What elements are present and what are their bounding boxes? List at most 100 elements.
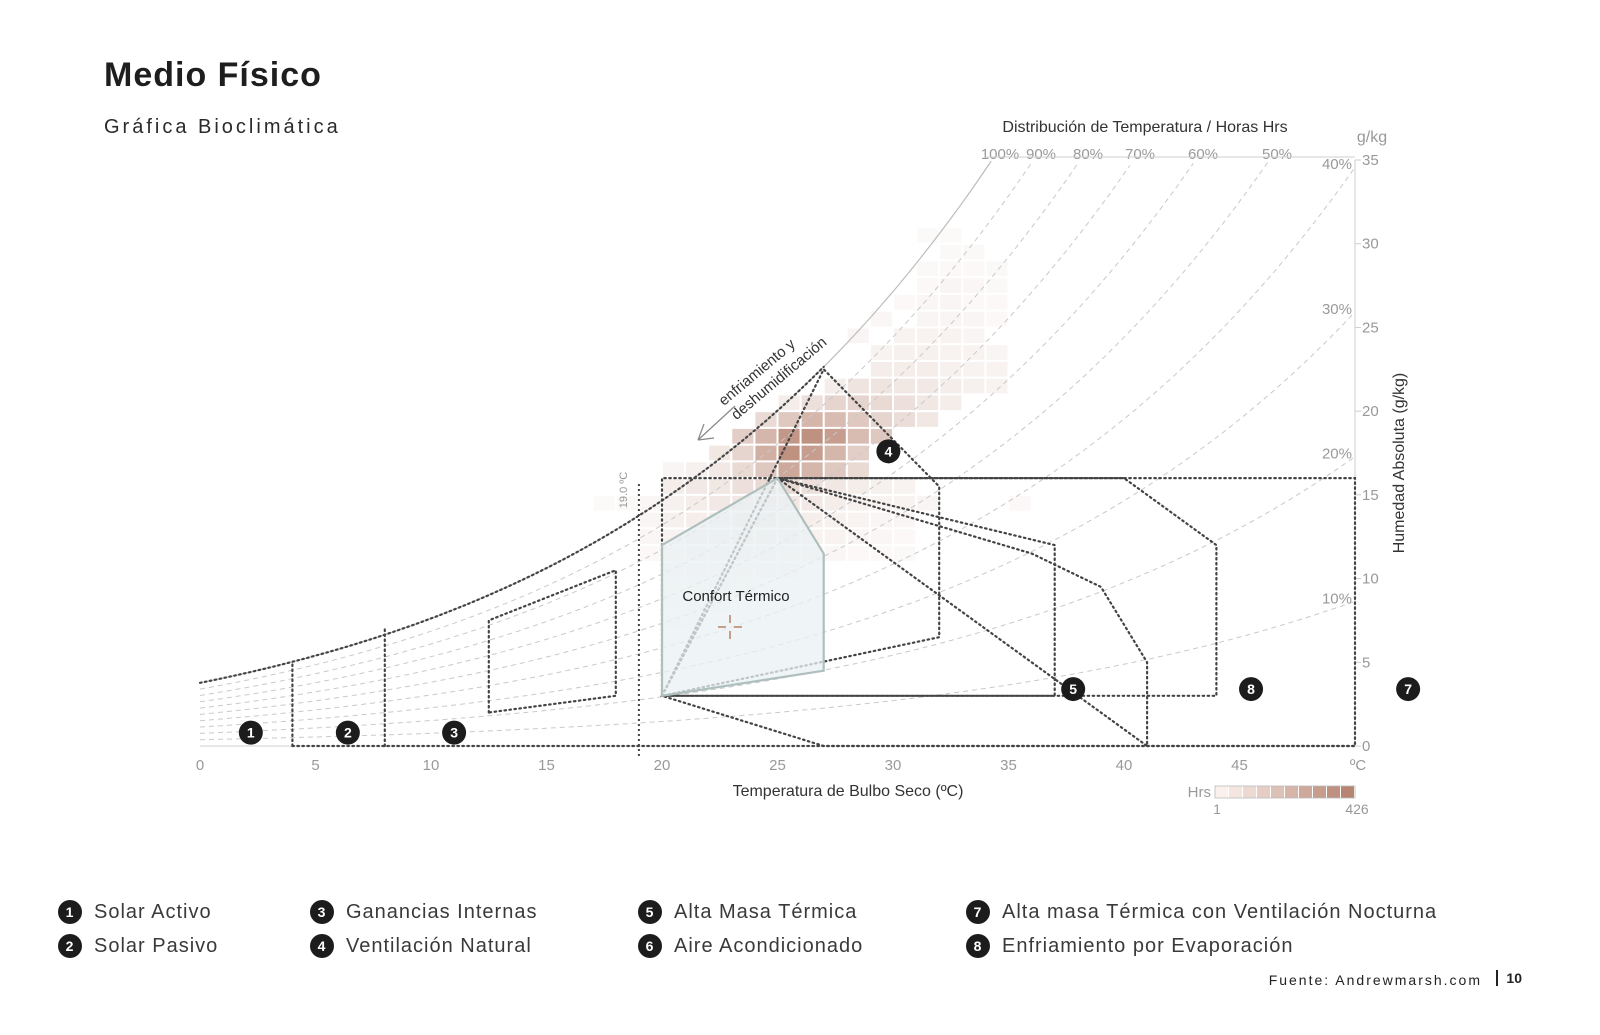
heatmap-cell [940, 378, 962, 394]
heatmap-cell [709, 495, 731, 511]
heatmap-cell [1009, 495, 1031, 511]
scale-frame [1214, 785, 1356, 799]
legend-label: Solar Pasivo [94, 934, 219, 957]
heatmap-cell [824, 395, 846, 411]
x-axis-label: Temperatura de Bulbo Seco (ºC) [733, 783, 964, 800]
scale-swatch [1215, 786, 1228, 798]
heatmap-cell [986, 345, 1008, 360]
heatmap-cell [639, 546, 661, 561]
heatmap-cell [732, 428, 754, 444]
heatmap-cell [986, 278, 1008, 293]
heatmap-cell [894, 345, 916, 360]
top-title: Distribución de Temperatura / Horas Hrs [1002, 119, 1287, 136]
heatmap-cell [663, 495, 685, 511]
rh-curve [199, 161, 1269, 715]
y-tick-label: 5 [1362, 654, 1370, 671]
heatmap-cell [963, 261, 985, 277]
heatmap-cell [986, 311, 1008, 327]
heatmap-cell [963, 328, 985, 344]
rh-top-label: 50% [1262, 146, 1292, 163]
heatmap-cell [824, 462, 846, 478]
heatmap-cell [917, 345, 939, 360]
legend-item-3: 3 Ganancias Internas [310, 900, 537, 924]
scale-swatch [1327, 786, 1340, 798]
heatmap-cell [894, 328, 916, 344]
x-tick-label: 35 [1000, 757, 1017, 774]
legend-label: Enfriamiento por Evaporación [1002, 934, 1294, 957]
heatmap-cell [894, 512, 916, 528]
heatmap-cell [940, 227, 962, 243]
legend-badge: 1 [58, 900, 82, 924]
rh-curve [199, 165, 1131, 703]
x-tick-label: 15 [538, 757, 555, 774]
rh-curve [199, 600, 1356, 741]
legend-item-5: 5 Alta Masa Térmica [638, 900, 857, 924]
heatmap-cell [940, 361, 962, 377]
legend-badge: 7 [966, 900, 990, 924]
heatmap-cell [824, 445, 846, 461]
comfort-zone [660, 476, 825, 698]
y-tick-label: 0 [1362, 738, 1370, 755]
legend-label: Alta Masa Térmica [674, 900, 858, 923]
heatmap-cell [801, 428, 823, 444]
scale-swatch [1257, 786, 1270, 798]
x-tick-label: 0 [196, 757, 204, 774]
rh-right-label: 10% [1322, 590, 1352, 607]
heatmap-cell [847, 479, 869, 494]
heatmap-cell [847, 462, 869, 478]
x-tick-label: 5 [311, 757, 319, 774]
scale-label: Hrs [1188, 784, 1211, 801]
rh-curve [199, 163, 1079, 696]
rh-right-label: 40% [1322, 156, 1352, 173]
heatmap-cell [940, 311, 962, 327]
heatmap-cell [917, 361, 939, 377]
rh-right-label: 30% [1322, 301, 1352, 318]
heatmap-cell [917, 378, 939, 394]
y-tick-label: 15 [1362, 487, 1379, 504]
heatmap-cell [870, 361, 892, 377]
legend-item-1: 1 Solar Activo [58, 900, 212, 924]
heatmap-cell [963, 361, 985, 377]
legend-badge: 2 [58, 934, 82, 958]
heatmap-cell [917, 294, 939, 310]
heatmap-cell [663, 462, 685, 478]
heatmap-cell [686, 479, 708, 494]
y-unit-label: g/kg [1357, 129, 1387, 146]
heatmap-cell [894, 361, 916, 377]
marker-number: 4 [884, 443, 892, 459]
marker-badge [1239, 677, 1264, 702]
heatmap-cell [593, 495, 615, 511]
heatmap-cell [616, 495, 638, 511]
scale-swatch [1313, 786, 1326, 798]
legend-label: Ganancias Internas [346, 900, 538, 923]
heatmap-cell [940, 244, 962, 260]
heatmap-cell [663, 512, 685, 528]
heatmap-cell [824, 529, 846, 545]
heatmap-cell [894, 412, 916, 427]
marker-badge [876, 439, 901, 464]
heatmap-cell [709, 462, 731, 478]
heatmap-cell [801, 395, 823, 411]
heatmap-cell [894, 529, 916, 545]
legend-badge: 3 [310, 900, 334, 924]
heatmap-cell [963, 311, 985, 327]
scale-swatch [1243, 786, 1256, 798]
heatmap-cell [870, 395, 892, 411]
heatmap-cell [755, 462, 777, 478]
heatmap-cell [732, 445, 754, 461]
x-tick-label: 40 [1116, 757, 1133, 774]
heatmap-cell [732, 462, 754, 478]
legend-item-7: 7 Alta masa Térmica con Ventilación Noct… [966, 900, 1437, 924]
legend-badge: 5 [638, 900, 662, 924]
y-axis-label: Humedad Absoluta (g/kg) [1391, 373, 1408, 554]
heatmap-cell [870, 378, 892, 394]
page-subtitle: Gráfica Bioclimática [104, 116, 341, 138]
marker-number: 2 [344, 725, 352, 741]
marker-number: 8 [1247, 681, 1255, 697]
annotation-arrow-icon [697, 405, 736, 441]
heatmap-cell [940, 395, 962, 411]
rh-top-label: 80% [1073, 146, 1103, 163]
heatmap-cell [963, 294, 985, 310]
legend-label: Alta masa Térmica con Ventilación Noctur… [1002, 900, 1438, 923]
y-tick-label: 10 [1362, 571, 1379, 588]
